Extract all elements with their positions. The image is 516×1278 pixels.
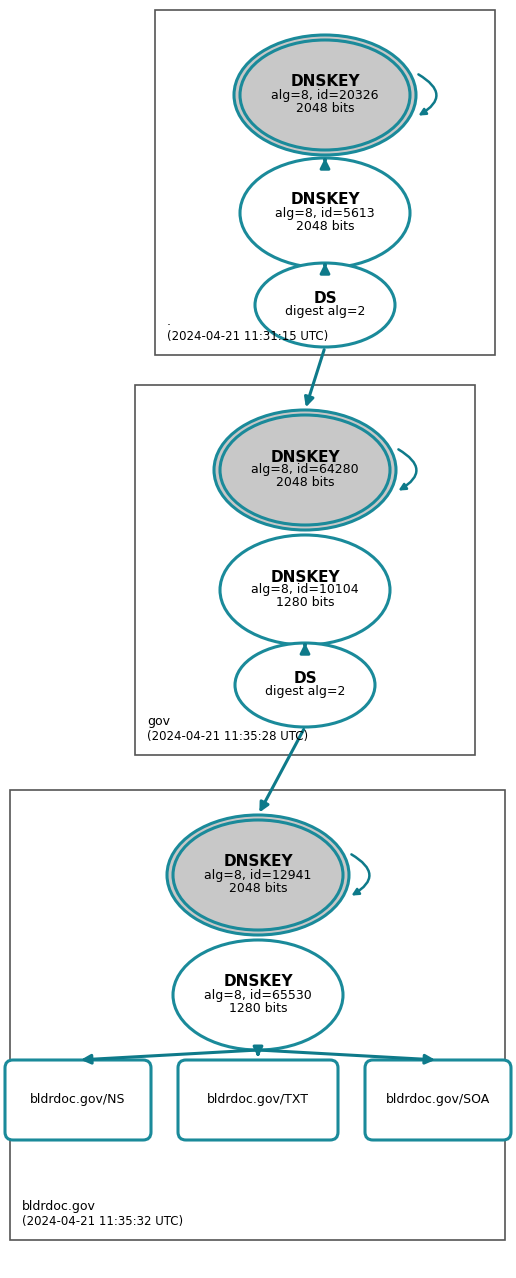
FancyBboxPatch shape [178,1059,338,1140]
Ellipse shape [173,941,343,1051]
Text: DS: DS [293,671,317,686]
Text: 1280 bits: 1280 bits [276,597,334,610]
FancyBboxPatch shape [5,1059,151,1140]
Bar [10,790,505,1240]
Text: 2048 bits: 2048 bits [229,882,287,895]
Ellipse shape [255,263,395,348]
Text: DNSKEY: DNSKEY [290,74,360,89]
Text: alg=8, id=12941: alg=8, id=12941 [204,869,312,882]
Bar [155,10,495,355]
Text: alg=8, id=65530: alg=8, id=65530 [204,988,312,1002]
Text: alg=8, id=10104: alg=8, id=10104 [251,584,359,597]
Ellipse shape [240,158,410,268]
FancyArrowPatch shape [418,74,437,114]
Text: digest alg=2: digest alg=2 [285,305,365,318]
Text: 1280 bits: 1280 bits [229,1002,287,1015]
FancyArrowPatch shape [351,855,369,895]
Text: DNSKEY: DNSKEY [290,193,360,207]
Text: 2048 bits: 2048 bits [276,477,334,489]
Ellipse shape [220,535,390,645]
Text: (2024-04-21 11:35:32 UTC): (2024-04-21 11:35:32 UTC) [22,1215,183,1228]
Text: bldrdoc.gov/TXT: bldrdoc.gov/TXT [207,1094,309,1107]
Text: bldrdoc.gov/NS: bldrdoc.gov/NS [30,1094,126,1107]
FancyBboxPatch shape [365,1059,511,1140]
Text: 2048 bits: 2048 bits [296,101,354,115]
Text: alg=8, id=20326: alg=8, id=20326 [271,88,379,101]
Text: DNSKEY: DNSKEY [270,570,340,584]
Text: (2024-04-21 11:35:28 UTC): (2024-04-21 11:35:28 UTC) [147,730,308,743]
Text: alg=8, id=64280: alg=8, id=64280 [251,464,359,477]
Text: DS: DS [313,291,337,305]
Ellipse shape [214,410,396,530]
Text: (2024-04-21 11:31:15 UTC): (2024-04-21 11:31:15 UTC) [167,330,328,343]
FancyArrowPatch shape [398,450,416,489]
Text: DNSKEY: DNSKEY [223,855,293,869]
Text: digest alg=2: digest alg=2 [265,685,345,698]
Text: alg=8, id=5613: alg=8, id=5613 [275,207,375,220]
Ellipse shape [235,643,375,727]
Text: bldrdoc.gov/SOA: bldrdoc.gov/SOA [386,1094,490,1107]
Text: gov: gov [147,714,170,728]
Ellipse shape [167,815,349,935]
Bar [135,385,475,755]
Text: .: . [167,314,171,328]
Text: DNSKEY: DNSKEY [223,975,293,989]
Ellipse shape [234,35,416,155]
Text: 2048 bits: 2048 bits [296,220,354,233]
Text: bldrdoc.gov: bldrdoc.gov [22,1200,96,1213]
Text: DNSKEY: DNSKEY [270,450,340,464]
